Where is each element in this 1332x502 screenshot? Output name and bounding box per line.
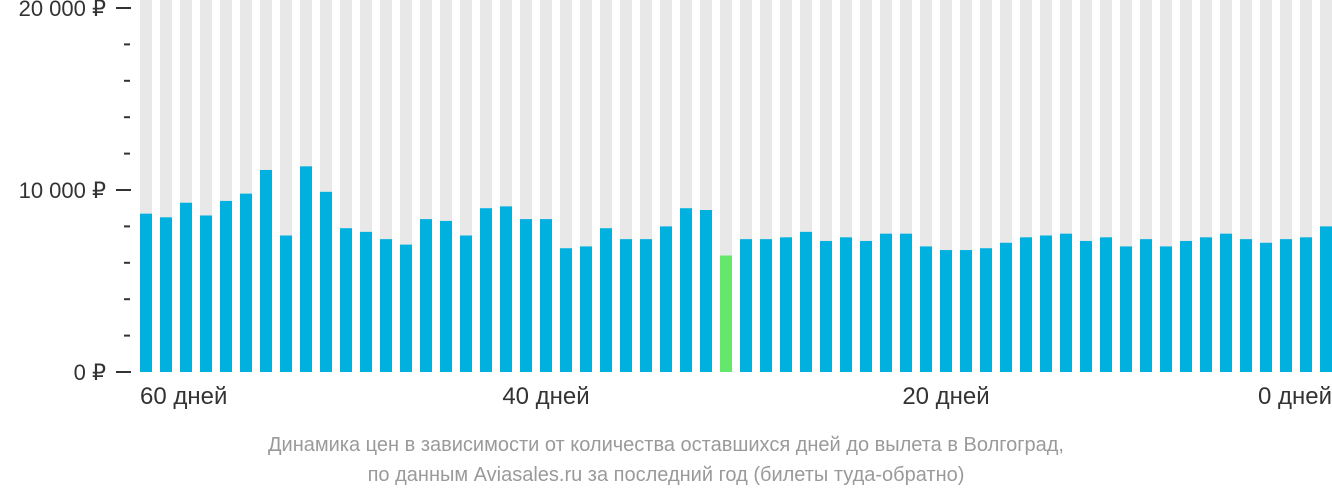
- x-axis: 60 дней 40 дней 20 дней 0 дней: [140, 383, 1332, 410]
- bar: [880, 233, 892, 372]
- bar: [1060, 233, 1072, 372]
- y-axis: 0 ₽ 10 000 ₽ 20 000 ₽: [19, 0, 131, 385]
- bar: [840, 237, 852, 372]
- bar: [1200, 237, 1212, 372]
- bar: [800, 231, 812, 372]
- bar: [960, 250, 972, 372]
- bars: [140, 166, 1332, 372]
- bar: [320, 191, 332, 372]
- bar: [860, 240, 872, 372]
- bar: [260, 169, 272, 372]
- y-tick-label: 20 000 ₽: [19, 0, 106, 21]
- bar: [620, 239, 632, 372]
- bar: [400, 244, 412, 372]
- bar: [180, 202, 192, 372]
- bar: [820, 240, 832, 372]
- x-tick-label: 20 дней: [902, 383, 989, 410]
- bar: [1020, 237, 1032, 372]
- bar: [1100, 237, 1112, 372]
- bar: [940, 250, 952, 372]
- bar: [900, 233, 912, 372]
- bar: [920, 246, 932, 372]
- bar: [560, 248, 572, 372]
- bar: [240, 193, 252, 372]
- bar: [500, 206, 512, 372]
- bar: [1260, 242, 1272, 372]
- bar: [1180, 240, 1192, 372]
- bar: [680, 208, 692, 372]
- bar: [660, 226, 672, 372]
- bar: [340, 228, 352, 372]
- price-dynamics-chart: 0 ₽ 10 000 ₽ 20 000 ₽ 60 дней 40 дней 20 дне…: [19, 0, 1332, 410]
- bar: [1300, 237, 1312, 372]
- bar: [1000, 242, 1012, 372]
- bar: [1240, 239, 1252, 372]
- x-tick-label: 40 дней: [502, 383, 589, 410]
- x-tick-label: 60 дней: [140, 383, 227, 410]
- bar: [300, 166, 312, 372]
- bar: [160, 217, 172, 372]
- bar: [640, 239, 652, 372]
- bar-highlight: [720, 255, 732, 372]
- bar: [780, 237, 792, 372]
- bar: [1320, 226, 1332, 372]
- bar: [200, 215, 212, 372]
- bar: [600, 228, 612, 372]
- bar: [420, 219, 432, 372]
- bar: [440, 220, 452, 372]
- bar: [1220, 233, 1232, 372]
- x-tick-label: 0 дней: [1258, 383, 1332, 410]
- bar: [540, 219, 552, 372]
- bar: [140, 213, 152, 372]
- bar: [980, 248, 992, 372]
- bar: [360, 231, 372, 372]
- background-stripes: [140, 0, 1332, 372]
- y-tick-label: 0 ₽: [74, 360, 106, 385]
- bar: [1040, 235, 1052, 372]
- y-tick-label: 10 000 ₽: [19, 178, 106, 203]
- bar: [480, 208, 492, 372]
- bar: [220, 200, 232, 372]
- bar: [380, 239, 392, 372]
- bar: [700, 210, 712, 372]
- bar: [520, 219, 532, 372]
- bar: [760, 239, 772, 372]
- bar: [1160, 246, 1172, 372]
- bar: [280, 235, 292, 372]
- chart-caption-line-1: Динамика цен в зависимости от количества…: [268, 434, 1064, 456]
- bar: [1140, 239, 1152, 372]
- bar: [1120, 246, 1132, 372]
- bar: [740, 239, 752, 372]
- bar: [580, 246, 592, 372]
- bar: [1280, 239, 1292, 372]
- chart-caption-line-2: по данным Aviasales.ru за последний год …: [367, 464, 965, 486]
- bar: [1080, 240, 1092, 372]
- bar: [460, 235, 472, 372]
